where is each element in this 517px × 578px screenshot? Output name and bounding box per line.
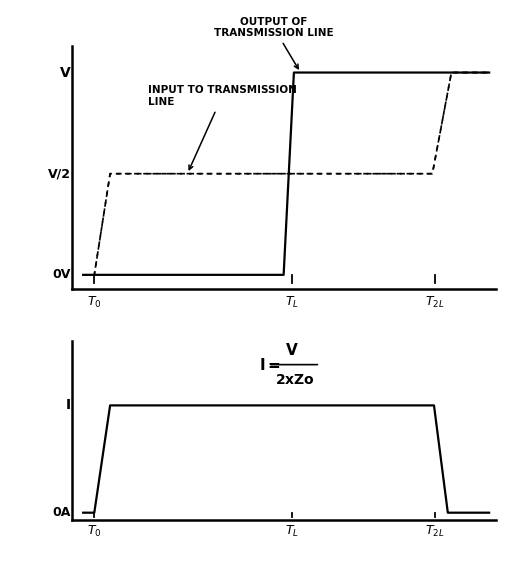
Text: 0V: 0V <box>52 268 71 281</box>
Text: I: I <box>66 398 71 412</box>
Text: CLASSIC SERIES TERMINATED TRANMSISSION
LINE VOLTAGE WAVEFORMS: CLASSIC SERIES TERMINATED TRANMSISSION L… <box>134 347 435 375</box>
Text: $\mathbf{2xZo}$: $\mathbf{2xZo}$ <box>275 373 315 387</box>
Text: V: V <box>60 65 71 80</box>
Text: INPUT TO TRANSMISSION
LINE: INPUT TO TRANSMISSION LINE <box>148 86 297 169</box>
Text: $T_0$: $T_0$ <box>87 295 101 310</box>
Text: $T_L$: $T_L$ <box>284 524 298 539</box>
Text: $T_0$: $T_0$ <box>87 524 101 539</box>
Text: $\mathbf{I = }$: $\mathbf{I = }$ <box>259 357 281 373</box>
Text: $T_{2L}$: $T_{2L}$ <box>425 295 445 310</box>
Text: V/2: V/2 <box>48 167 71 180</box>
Text: OUTPUT OF
TRANSMISSION LINE: OUTPUT OF TRANSMISSION LINE <box>214 17 333 69</box>
Text: $\mathbf{V}$: $\mathbf{V}$ <box>285 342 298 358</box>
Text: $T_L$: $T_L$ <box>284 295 298 310</box>
Text: 0A: 0A <box>52 506 71 519</box>
Text: $T_{2L}$: $T_{2L}$ <box>425 524 445 539</box>
